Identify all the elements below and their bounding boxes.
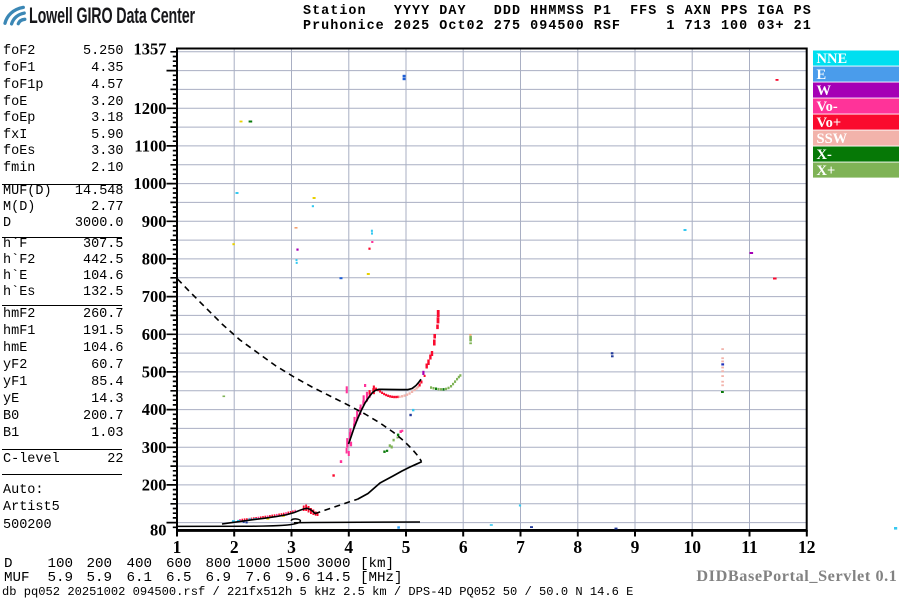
svg-text:1000: 1000 bbox=[134, 174, 167, 193]
svg-text:900: 900 bbox=[142, 212, 167, 231]
svg-text:200: 200 bbox=[142, 475, 167, 494]
svg-text:8: 8 bbox=[573, 537, 582, 557]
svg-text:NNE: NNE bbox=[817, 51, 848, 67]
svg-text:E: E bbox=[817, 67, 827, 83]
svg-text:4: 4 bbox=[344, 537, 353, 557]
svg-text:700: 700 bbox=[142, 287, 167, 306]
svg-text:9: 9 bbox=[631, 537, 640, 557]
svg-text:2: 2 bbox=[230, 537, 239, 557]
svg-text:3: 3 bbox=[287, 537, 296, 557]
svg-text:80: 80 bbox=[150, 521, 167, 540]
svg-text:W: W bbox=[817, 83, 832, 99]
svg-text:800: 800 bbox=[142, 249, 167, 268]
svg-text:1200: 1200 bbox=[134, 99, 167, 118]
svg-text:1100: 1100 bbox=[134, 136, 166, 155]
svg-text:7: 7 bbox=[516, 537, 525, 557]
svg-text:400: 400 bbox=[142, 400, 167, 419]
svg-text:1357: 1357 bbox=[134, 40, 167, 59]
svg-text:SSW: SSW bbox=[817, 131, 848, 147]
svg-text:11: 11 bbox=[741, 537, 758, 557]
svg-text:12: 12 bbox=[798, 537, 816, 557]
svg-text:500: 500 bbox=[142, 362, 167, 381]
svg-text:6: 6 bbox=[459, 537, 468, 557]
svg-text:10: 10 bbox=[683, 537, 701, 557]
svg-text:X-: X- bbox=[817, 147, 832, 163]
svg-text:X+: X+ bbox=[817, 163, 836, 179]
svg-text:Vo+: Vo+ bbox=[817, 115, 842, 131]
svg-text:1: 1 bbox=[173, 537, 182, 557]
svg-text:600: 600 bbox=[142, 325, 167, 344]
svg-text:Vo-: Vo- bbox=[817, 99, 838, 115]
svg-text:5: 5 bbox=[402, 537, 411, 557]
svg-text:300: 300 bbox=[142, 438, 167, 457]
